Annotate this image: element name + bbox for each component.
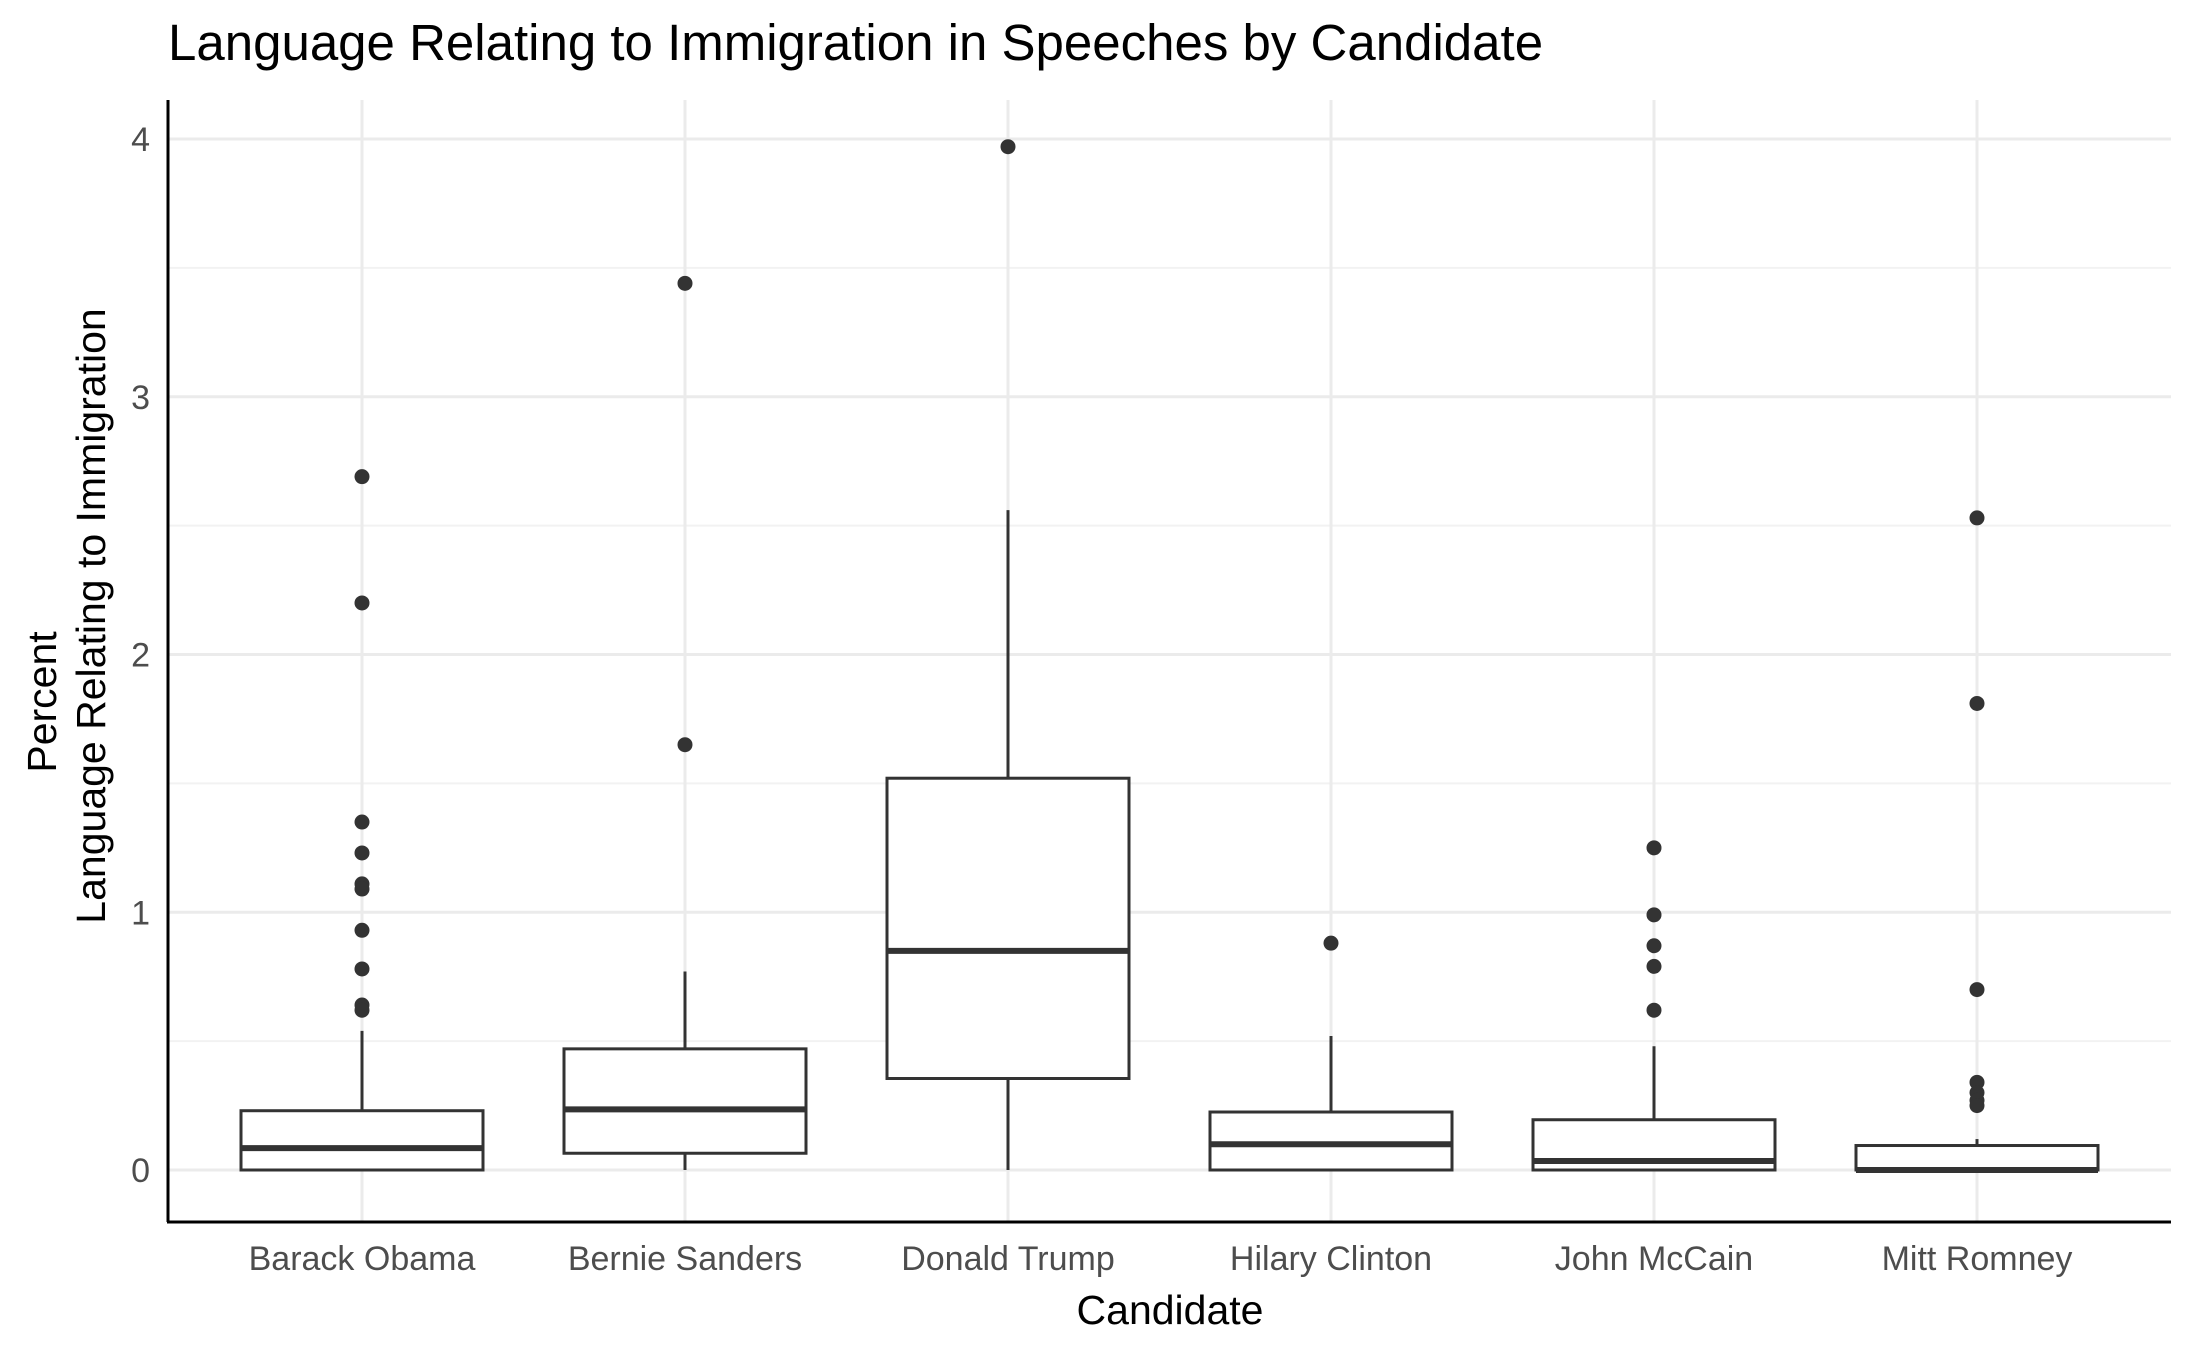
x-tick-labels: Barack Obama Bernie Sanders Donald Trump Hi… — [249, 1240, 2073, 1278]
box-group — [239, 469, 485, 1172]
outlier-point — [1969, 982, 1985, 998]
outlier-point — [1323, 935, 1339, 951]
chart-title: Language Relating to Immigration in Spee… — [168, 14, 1543, 71]
outlier-point — [1969, 695, 1985, 711]
box-group — [885, 139, 1131, 1170]
y-tick-labels: 0 1 2 3 4 — [131, 121, 150, 1190]
y-tick-label: 0 — [131, 1152, 150, 1190]
box-group — [1854, 510, 2100, 1173]
y-tick-label: 1 — [131, 894, 150, 932]
outlier-point — [1969, 510, 1985, 526]
outlier-point — [1969, 1074, 1985, 1090]
outlier-point — [354, 1002, 370, 1018]
x-axis-title: Candidate — [1077, 1287, 1264, 1333]
outlier-point — [354, 595, 370, 611]
x-tick-label: Bernie Sanders — [568, 1240, 802, 1278]
box-iqr — [239, 1109, 485, 1172]
x-tick-label: John McCain — [1555, 1240, 1753, 1278]
box-group — [1208, 935, 1454, 1172]
x-tick-label: Mitt Romney — [1882, 1240, 2073, 1278]
y-tick-label: 4 — [131, 121, 150, 159]
outlier-point — [354, 814, 370, 830]
outlier-point — [1646, 938, 1662, 954]
outlier-point — [354, 922, 370, 938]
y-tick-label: 2 — [131, 637, 150, 675]
box-iqr — [885, 776, 1131, 1080]
box-group — [1531, 840, 1777, 1172]
y-tick-label: 3 — [131, 379, 150, 417]
outlier-point — [1646, 1002, 1662, 1018]
outlier-point — [354, 845, 370, 861]
outlier-point — [354, 961, 370, 977]
x-tick-label: Donald Trump — [901, 1240, 1115, 1278]
x-tick-label: Hilary Clinton — [1230, 1240, 1432, 1278]
grid — [168, 100, 2171, 1222]
outlier-point — [354, 881, 370, 897]
outlier-point — [1969, 1098, 1985, 1114]
box-iqr — [1208, 1110, 1454, 1172]
outlier-point — [677, 275, 693, 291]
boxes-layer — [239, 139, 2100, 1173]
box-group — [562, 275, 808, 1170]
x-tick-label: Barack Obama — [249, 1240, 476, 1278]
outlier-point — [354, 469, 370, 485]
outlier-point — [677, 737, 693, 753]
y-axis-title-line-2: Language Relating to Immigration — [68, 308, 114, 923]
outlier-point — [1646, 840, 1662, 856]
box-iqr — [1854, 1144, 2100, 1172]
box-iqr — [562, 1047, 808, 1155]
outlier-point — [1646, 907, 1662, 923]
outlier-point — [1000, 139, 1016, 155]
outlier-point — [1646, 958, 1662, 974]
y-axis-title-line-1: Percent — [19, 631, 65, 773]
